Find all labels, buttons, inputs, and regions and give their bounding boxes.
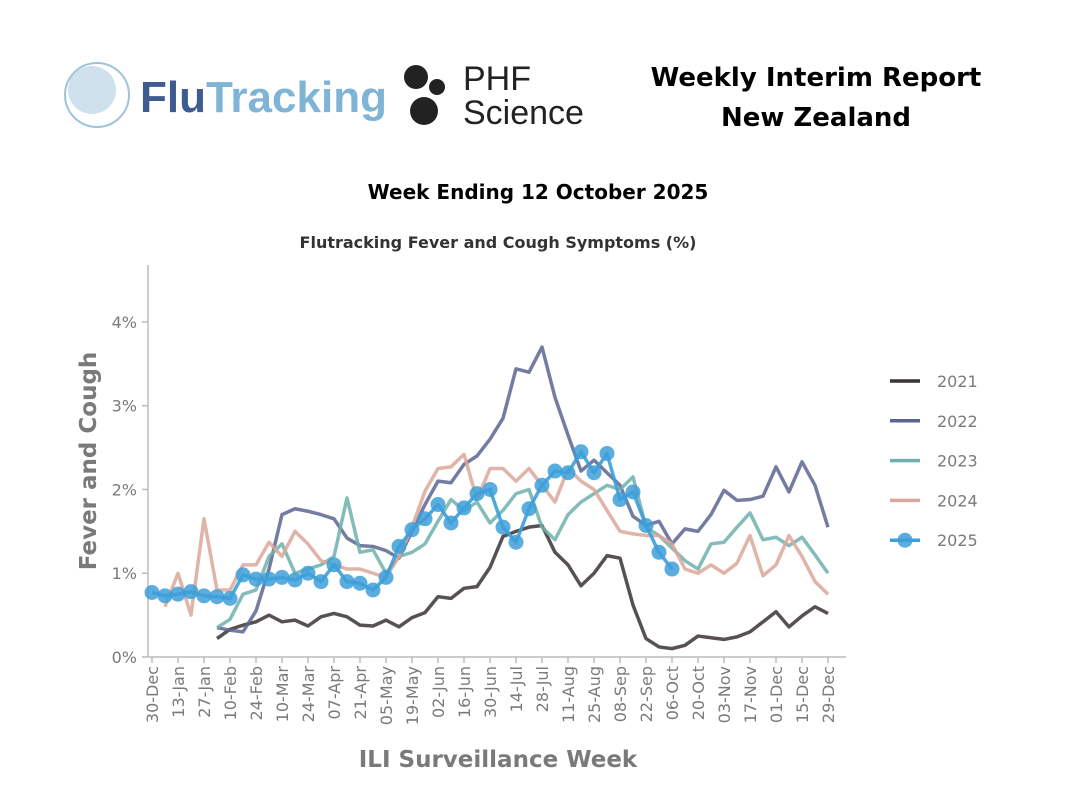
globe-fill [68, 66, 116, 114]
legend-label: 2021 [937, 372, 978, 391]
x-tick-label: 05-May [377, 666, 396, 725]
x-tick-label: 25-Aug [585, 666, 604, 723]
logo-text: Science [463, 94, 584, 132]
series-marker [430, 497, 446, 513]
series-marker [573, 444, 589, 460]
series-marker [456, 500, 472, 516]
series-marker [586, 465, 602, 481]
series-marker [183, 584, 199, 600]
x-tick-label: 27-Jan [195, 666, 214, 718]
phf-logo: PHF Science [404, 60, 584, 132]
y-axis-label: Fever and Cough [76, 352, 102, 571]
y-tick-label: 3% [112, 397, 137, 416]
logo-text: PHF [463, 60, 531, 98]
series-marker [326, 557, 342, 573]
series-marker [274, 569, 290, 585]
series-marker [248, 571, 264, 587]
y-tick-label: 1% [112, 564, 137, 583]
series-marker [443, 515, 459, 531]
series-marker [365, 582, 381, 598]
flutracking-logo: FluTracking [64, 62, 387, 128]
series-marker [404, 522, 420, 538]
series-marker [170, 586, 186, 602]
x-tick-label: 19-May [403, 666, 422, 725]
series-marker [313, 574, 329, 590]
series-line [216, 345, 830, 634]
x-tick-label: 30-Dec [143, 666, 162, 723]
logo-dot [410, 97, 438, 125]
series-marker [157, 588, 173, 604]
series-marker [560, 465, 576, 481]
legend-label: 2024 [937, 491, 978, 510]
series-line [163, 452, 830, 617]
series-marker [300, 565, 316, 581]
series-marker [482, 481, 498, 497]
x-tick-label: 02-Jun [429, 666, 448, 718]
x-tick-label: 20-Oct [689, 666, 708, 720]
x-tick-label: 11-Aug [559, 666, 578, 723]
x-tick-label: 10-Mar [273, 666, 292, 723]
x-tick-label: 24-Mar [299, 666, 318, 723]
x-tick-label: 17-Nov [741, 666, 760, 723]
report-title: Weekly Interim Report [651, 63, 982, 93]
logo-text: FluTracking [140, 73, 387, 122]
series-marker [508, 534, 524, 550]
series-marker [651, 544, 667, 560]
series-marker [261, 571, 277, 587]
legend-marker [897, 532, 913, 548]
x-tick-label: 22-Sep [637, 666, 656, 722]
x-tick-label: 03-Nov [715, 666, 734, 723]
series-marker [144, 585, 160, 601]
series-marker [521, 501, 537, 517]
series-marker [196, 588, 212, 604]
x-tick-label: 15-Dec [793, 666, 812, 723]
series-marker [222, 590, 238, 606]
series-marker [287, 572, 303, 588]
x-tick-label: 28-Jul [533, 666, 552, 712]
series-marker [378, 569, 394, 585]
x-tick-label: 01-Dec [767, 666, 786, 723]
legend-label: 2022 [937, 412, 978, 431]
series-marker [599, 445, 615, 461]
series-marker [534, 477, 550, 493]
series-marker [664, 561, 680, 577]
y-tick-label: 2% [112, 480, 137, 499]
series-marker [352, 575, 368, 591]
x-tick-label: 07-Apr [325, 666, 344, 720]
x-tick-label: 10-Feb [221, 666, 240, 720]
legend-label: 2025 [937, 531, 978, 550]
x-axis-label: ILI Surveillance Week [359, 747, 638, 773]
report-title: New Zealand [721, 103, 911, 133]
series-marker [469, 486, 485, 502]
y-tick-label: 4% [112, 313, 137, 332]
series-marker [625, 484, 641, 500]
legend-label: 2023 [937, 452, 978, 471]
x-tick-label: 08-Sep [611, 666, 630, 722]
subtitle: Week Ending 12 October 2025 [368, 180, 709, 204]
x-tick-label: 24-Feb [247, 666, 266, 720]
series-marker [547, 463, 563, 479]
series-marker [417, 511, 433, 527]
series-marker [391, 538, 407, 554]
series-marker [209, 589, 225, 605]
x-tick-label: 21-Apr [351, 666, 370, 720]
series-marker [339, 574, 355, 590]
series-marker [612, 492, 628, 508]
series-line [216, 475, 830, 630]
logo-dot [429, 79, 445, 95]
logo-dot [404, 65, 428, 89]
series-marker [235, 567, 251, 583]
x-tick-label: 29-Dec [819, 666, 838, 723]
x-tick-label: 13-Jan [169, 666, 188, 718]
x-tick-label: 06-Oct [663, 666, 682, 720]
x-tick-label: 30-Jun [481, 666, 500, 718]
globe-icon [64, 62, 130, 128]
x-tick-label: 16-Jun [455, 666, 474, 718]
series-marker [638, 517, 654, 533]
y-tick-label: 0% [112, 648, 137, 667]
series-marker [495, 519, 511, 535]
chart-title: Flutracking Fever and Cough Symptoms (%) [300, 233, 697, 252]
x-tick-label: 14-Jul [507, 666, 526, 712]
